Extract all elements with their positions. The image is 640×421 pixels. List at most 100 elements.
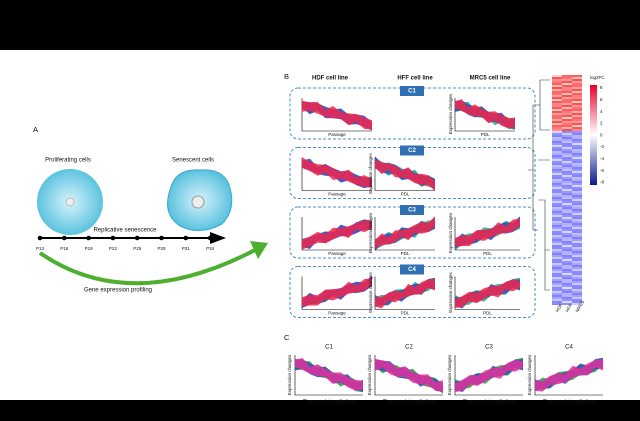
heatmap-cell [572, 113, 582, 115]
y-axis-label: Expression changes [368, 152, 373, 193]
axis [454, 355, 523, 396]
heatmap-cell [572, 291, 582, 293]
expression-band [375, 359, 443, 393]
x-axis-label: Passage [328, 311, 346, 316]
heatmap-cell [562, 127, 572, 129]
arrow-head [250, 241, 268, 259]
heatmap-cell [572, 281, 582, 283]
heatmap-cell [572, 135, 582, 137]
y-axis-label: Expression changes [448, 271, 453, 312]
heatmap-cell [562, 227, 572, 229]
heatmap-cell [562, 245, 572, 247]
heatmap-cell [562, 215, 572, 217]
heatmap-cell [572, 79, 582, 81]
heatmap-cell [562, 97, 572, 99]
heatmap-cell [572, 95, 582, 97]
axis [454, 276, 520, 310]
heatmap-cell [562, 139, 572, 141]
heatmap-cell [572, 215, 582, 217]
heatmap-cell [552, 285, 562, 287]
y-axis-label: Expression changes [368, 212, 373, 253]
heatmap-cell [572, 155, 582, 157]
heatmap-cell [572, 75, 582, 77]
heatmap-cell [552, 199, 562, 201]
heatmap-cell [552, 253, 562, 255]
timepoint [207, 235, 213, 241]
caption: Replicative senescence [93, 228, 157, 234]
heatmap-cell [552, 149, 562, 151]
heatmap-cell [562, 185, 572, 187]
heatmap-cell [562, 281, 572, 283]
heatmap-cell [572, 179, 582, 181]
heatmap-cell [562, 271, 572, 273]
nucleus [191, 195, 205, 209]
heatmap-column-label: MRC5 [575, 299, 586, 313]
heatmap-cell [562, 241, 572, 243]
heatmap-cell [552, 239, 562, 241]
heatmap-cell [562, 85, 572, 87]
panel-title: C3 [485, 345, 493, 351]
heatmap-cell [572, 257, 582, 259]
heatmap-cell [572, 229, 582, 231]
heatmap-cell [552, 103, 562, 105]
heatmap-cell [572, 151, 582, 153]
heatmap-cell [562, 101, 572, 103]
heatmap-cell [562, 263, 572, 265]
heatmap-cell [552, 75, 562, 77]
heatmap-cell [552, 287, 562, 289]
heatmap-cell [552, 81, 562, 83]
heatmap-cell [552, 197, 562, 199]
heatmap-cell [572, 123, 582, 125]
expression-band [455, 218, 520, 247]
heatmap-cell [562, 253, 572, 255]
heatmap-cell [572, 145, 582, 147]
heatmap-cell [552, 297, 562, 299]
heatmap-cell [552, 127, 562, 129]
timepoint [37, 235, 43, 241]
heatmap-cell [562, 287, 572, 289]
heatmap-cell [562, 295, 572, 297]
heatmap-cell [552, 279, 562, 281]
expression-band [535, 358, 603, 392]
heatmap-cell [552, 89, 562, 91]
heatmap-cell [572, 185, 582, 187]
heatmap-cell [572, 85, 582, 87]
heatmap-cell [562, 303, 572, 305]
heatmap-cell [562, 87, 572, 89]
heatmap-cell [572, 285, 582, 287]
heatmap-cell [572, 183, 582, 185]
heatmap-cell [552, 207, 562, 209]
heatmap-cell [552, 263, 562, 265]
heatmap-cell [562, 199, 572, 201]
heatmap-cell [562, 125, 572, 127]
heatmap-cell [552, 111, 562, 113]
heatmap-cell [552, 209, 562, 211]
heatmap-cell [562, 161, 572, 163]
heatmap-cell [562, 261, 572, 263]
heatmap-cell [552, 83, 562, 85]
heatmap-cell [572, 217, 582, 219]
heatmap-cell [562, 171, 572, 173]
heatmap-cell [552, 143, 562, 145]
heatmap-cell [552, 271, 562, 273]
heatmap-cell [552, 159, 562, 161]
passage-label: P25 [133, 246, 142, 251]
cluster-label: C3 [408, 208, 416, 214]
heatmap-cell [572, 279, 582, 281]
expression-band [302, 220, 372, 250]
heatmap-cell [572, 241, 582, 243]
heatmap-cell [562, 193, 572, 195]
heatmap-cell [552, 275, 562, 277]
axis [301, 217, 372, 251]
heatmap-cell [562, 177, 572, 179]
heatmap-cell [572, 223, 582, 225]
heatmap-cell [562, 277, 572, 279]
heatmap-cell [552, 165, 562, 167]
heatmap-cell [562, 297, 572, 299]
heatmap-cell [562, 191, 572, 193]
heatmap-cell [552, 87, 562, 89]
cluster-label: C4 [408, 267, 416, 273]
heatmap-cell [562, 179, 572, 181]
heatmap-cell [562, 117, 572, 119]
caption: Gene expression profiling [84, 288, 152, 294]
